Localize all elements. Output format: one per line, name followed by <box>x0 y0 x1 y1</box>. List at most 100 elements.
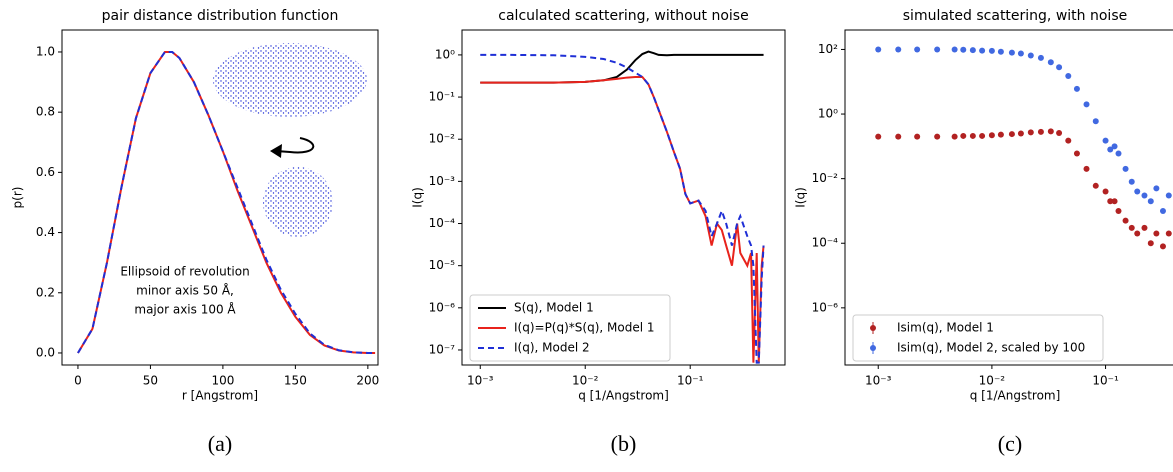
panel-caption: (c) <box>998 431 1022 456</box>
x-tick-label: 10⁻¹ <box>677 374 704 388</box>
data-point <box>969 132 976 139</box>
legend-label: I(q), Model 2 <box>514 341 590 355</box>
data-point <box>875 133 882 140</box>
y-tick-label: 10² <box>818 42 838 56</box>
data-point <box>1037 128 1044 135</box>
data-point <box>951 133 958 140</box>
y-tick-label: 1.0 <box>36 44 55 58</box>
data-point <box>914 133 921 140</box>
data-point <box>960 132 967 139</box>
data-point <box>1122 217 1129 224</box>
data-point <box>1115 150 1122 157</box>
chart-title: simulated scattering, with noise <box>903 8 1127 24</box>
data-point <box>1134 188 1141 195</box>
arrow-head <box>270 144 282 158</box>
y-tick-label: 0.6 <box>36 165 55 179</box>
data-point <box>1128 224 1135 231</box>
data-point <box>1141 224 1148 231</box>
data-point <box>1107 198 1114 205</box>
axes-frame <box>461 29 786 366</box>
axes-frame <box>844 29 1173 366</box>
data-point <box>1102 137 1109 144</box>
data-point <box>1083 101 1090 108</box>
data-point <box>1122 165 1129 172</box>
data-point <box>997 131 1004 138</box>
panel-caption: (a) <box>208 431 232 456</box>
legend-label: Isim(q), Model 2, scaled by 100 <box>897 341 1085 355</box>
annotation: minor axis 50 Å, <box>136 283 234 298</box>
chart-title: calculated scattering, without noise <box>498 8 748 24</box>
y-tick-label: 10⁻⁷ <box>429 342 456 356</box>
data-point <box>895 46 902 53</box>
data-point <box>1037 54 1044 61</box>
legend-label: S(q), Model 1 <box>514 301 594 315</box>
x-tick-label: 100 <box>211 374 234 388</box>
y-tick-label: 0.4 <box>36 225 55 239</box>
data-point <box>1073 150 1080 157</box>
data-point <box>1047 128 1054 135</box>
data-point <box>960 46 967 53</box>
data-point <box>979 47 986 54</box>
data-point <box>988 132 995 139</box>
y-tick-label: 10⁻⁵ <box>429 258 456 272</box>
data-point <box>1165 230 1172 237</box>
data-point <box>1147 240 1154 247</box>
y-axis-label: p(r) <box>11 187 25 209</box>
plot-area <box>875 46 1172 250</box>
data-point <box>1134 230 1141 237</box>
plot-area <box>480 50 765 364</box>
data-point <box>988 47 995 54</box>
y-tick-label: 10⁻⁶ <box>429 300 456 314</box>
y-tick-label: 10⁻² <box>429 132 456 146</box>
data-point <box>1083 165 1090 172</box>
data-point <box>934 46 941 53</box>
x-tick-label: 0 <box>74 374 82 388</box>
data-point <box>875 46 882 53</box>
data-point <box>1056 64 1063 71</box>
panel: simulated scattering, with noise q [1/Ang… <box>794 8 1173 456</box>
data-point <box>1102 188 1109 195</box>
data-point <box>1153 230 1160 237</box>
data-point <box>1027 129 1034 136</box>
chart-title: pair distance distribution function <box>102 8 339 24</box>
x-axis-label: q [1/Angstrom] <box>970 389 1061 403</box>
panel-caption: (b) <box>611 431 637 456</box>
annotation: Ellipsoid of revolution <box>120 265 249 279</box>
data-point <box>1065 137 1072 144</box>
x-tick-label: 200 <box>356 374 379 388</box>
data-point <box>1107 146 1114 153</box>
data-point <box>1056 129 1063 136</box>
data-point <box>997 48 1004 55</box>
ellipsoid-side <box>213 43 367 117</box>
ellipsoid-end <box>263 167 333 237</box>
legend-label: Isim(q), Model 1 <box>897 321 994 335</box>
data-point <box>1073 85 1080 92</box>
y-tick-label: 10⁻⁴ <box>429 216 456 230</box>
data-point <box>1065 73 1072 80</box>
data-point <box>1141 192 1148 199</box>
series-line <box>77 50 376 354</box>
y-tick-label: 0.0 <box>36 345 55 359</box>
x-tick-label: 10⁻² <box>979 374 1006 388</box>
data-point <box>1027 52 1034 59</box>
data-point <box>1147 198 1154 205</box>
y-tick-label: 10⁻² <box>812 171 839 185</box>
data-point <box>895 133 902 140</box>
data-point <box>1111 143 1118 150</box>
data-point <box>1111 198 1118 205</box>
y-tick-label: 10⁻⁴ <box>812 236 839 250</box>
x-axis-label: q [1/Angstrom] <box>578 389 669 403</box>
legend-frame <box>469 294 671 362</box>
data-point <box>1159 243 1166 250</box>
data-point <box>1092 182 1099 189</box>
annotation: major axis 100 Å <box>134 302 236 317</box>
panel: calculated scattering, without noise q [1… <box>411 8 786 456</box>
y-axis-label: I(q) <box>411 187 425 208</box>
legend-label: I(q)=P(q)*S(q), Model 1 <box>514 321 655 335</box>
data-point <box>979 132 986 139</box>
series-line <box>480 53 765 364</box>
data-point <box>1017 130 1024 137</box>
x-axis-label: r [Angstrom] <box>182 389 258 403</box>
y-tick-label: 10⁰ <box>435 47 455 61</box>
